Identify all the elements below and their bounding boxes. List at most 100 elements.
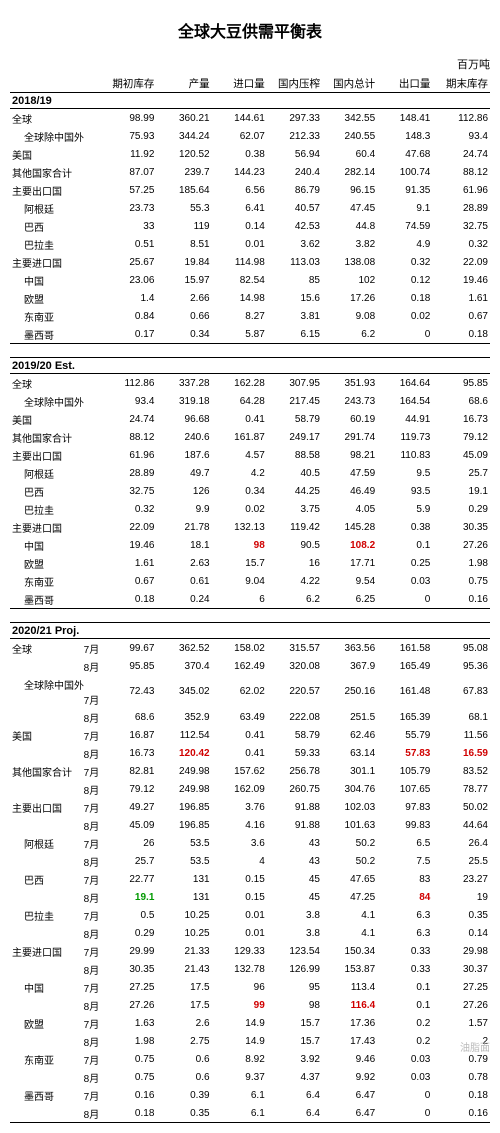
table-cell: 14.98	[212, 289, 267, 307]
table-cell: 0	[377, 590, 432, 609]
table-cell: 57.83	[377, 744, 432, 762]
table-cell: 249.98	[156, 762, 211, 780]
table-cell: 4.9	[377, 235, 432, 253]
table-cell: 91.88	[267, 798, 322, 816]
table-cell: 59.33	[267, 744, 322, 762]
table-cell: 63.49	[212, 708, 267, 726]
table-cell: 60.4	[322, 145, 377, 163]
table-cell: 27.25	[101, 978, 156, 996]
table-cell: 19.46	[432, 271, 490, 289]
table-cell: 49.7	[156, 464, 211, 482]
table-cell: 45.09	[432, 446, 490, 464]
section-label: 2018/19	[10, 93, 490, 109]
table-cell: 93.5	[377, 482, 432, 500]
table-row: 主要出口国57.25185.646.5686.7996.1591.3561.96	[10, 181, 490, 199]
table-cell: 42.53	[267, 217, 322, 235]
table-cell: 33	[101, 217, 156, 235]
row-label: 其他国家合计	[10, 163, 101, 181]
table-cell: 5.9	[377, 500, 432, 518]
table-cell: 82.81	[101, 762, 156, 780]
row-label: 全球	[10, 374, 101, 393]
table-cell: 79.12	[432, 428, 490, 446]
table-cell: 6.47	[322, 1104, 377, 1123]
column-header: 产量	[156, 74, 211, 93]
table-cell: 240.4	[267, 163, 322, 181]
table-cell: 0.1	[377, 536, 432, 554]
table-cell: 28.89	[432, 199, 490, 217]
row-label: 主要进口国	[10, 518, 101, 536]
table-row: 美国7月16.87112.540.4158.7962.4655.7911.56	[10, 726, 490, 744]
table-cell: 61.96	[432, 181, 490, 199]
table-cell: 47.59	[322, 464, 377, 482]
table-cell: 9.46	[322, 1050, 377, 1068]
table-cell: 352.9	[156, 708, 211, 726]
table-cell: 119	[156, 217, 211, 235]
table-cell: 21.33	[156, 942, 211, 960]
table-cell: 0.38	[377, 518, 432, 536]
row-label: 其他国家合计7月	[10, 762, 101, 780]
table-cell: 14.9	[212, 1032, 267, 1050]
balance-table: 期初库存产量进口量国内压榨国内总计出口量期末库存2018/19全球98.9936…	[10, 74, 490, 1123]
table-cell: 0.6	[156, 1068, 211, 1086]
table-cell: 16.73	[432, 410, 490, 428]
table-cell: 3.82	[322, 235, 377, 253]
table-cell: 0.35	[156, 1104, 211, 1123]
row-label: 墨西哥7月	[10, 1086, 101, 1104]
table-cell: 144.23	[212, 163, 267, 181]
row-label: 巴西7月	[10, 870, 101, 888]
table-row: 巴拉圭0.518.510.013.623.824.90.32	[10, 235, 490, 253]
table-cell: 95.85	[101, 657, 156, 675]
table-cell: 19	[432, 888, 490, 906]
table-cell: 2.75	[156, 1032, 211, 1050]
table-cell: 21.43	[156, 960, 211, 978]
table-cell: 250.16	[322, 675, 377, 708]
row-label: 巴拉圭	[10, 500, 101, 518]
table-cell: 44.8	[322, 217, 377, 235]
table-cell: 4	[212, 852, 267, 870]
column-header: 国内压榨	[267, 74, 322, 93]
table-cell: 17.71	[322, 554, 377, 572]
table-cell: 113.03	[267, 253, 322, 271]
table-cell: 4.1	[322, 906, 377, 924]
table-cell: 161.48	[377, 675, 432, 708]
table-cell: 222.08	[267, 708, 322, 726]
table-cell: 45.09	[101, 816, 156, 834]
table-cell: 6.41	[212, 199, 267, 217]
row-label: 欧盟7月	[10, 1014, 101, 1032]
table-cell: 83	[377, 870, 432, 888]
table-cell: 345.02	[156, 675, 211, 708]
table-cell: 97.83	[377, 798, 432, 816]
row-label: 8月	[10, 888, 101, 906]
row-label: 墨西哥	[10, 325, 101, 344]
table-cell: 3.75	[267, 500, 322, 518]
table-cell: 24.74	[432, 145, 490, 163]
table-row: 墨西哥7月0.160.396.16.46.4700.18	[10, 1086, 490, 1104]
table-cell: 86.79	[267, 181, 322, 199]
table-cell: 21.78	[156, 518, 211, 536]
table-cell: 22.09	[101, 518, 156, 536]
table-cell: 0.34	[156, 325, 211, 344]
table-cell: 25.5	[432, 852, 490, 870]
table-cell: 0.1	[377, 996, 432, 1014]
table-cell: 0.18	[377, 289, 432, 307]
table-cell: 301.1	[322, 762, 377, 780]
row-label: 8月	[10, 657, 101, 675]
table-cell: 82.54	[212, 271, 267, 289]
table-row: 8月1.982.7514.915.717.430.22	[10, 1032, 490, 1050]
row-label: 8月	[10, 1032, 101, 1050]
row-label: 全球除中国外7月	[10, 675, 101, 708]
column-header: 进口量	[212, 74, 267, 93]
table-cell: 44.91	[377, 410, 432, 428]
table-cell: 157.62	[212, 762, 267, 780]
table-cell: 17.36	[322, 1014, 377, 1032]
table-cell: 337.28	[156, 374, 211, 393]
table-cell: 61.96	[101, 446, 156, 464]
table-cell: 100.74	[377, 163, 432, 181]
row-label: 中国7月	[10, 978, 101, 996]
table-row: 其他国家合计7月82.81249.98157.62256.78301.1105.…	[10, 762, 490, 780]
table-row: 巴拉圭7月0.510.250.013.84.16.30.35	[10, 906, 490, 924]
table-cell: 240.6	[156, 428, 211, 446]
table-cell: 120.42	[156, 744, 211, 762]
table-cell: 27.25	[432, 978, 490, 996]
table-cell: 19.1	[101, 888, 156, 906]
